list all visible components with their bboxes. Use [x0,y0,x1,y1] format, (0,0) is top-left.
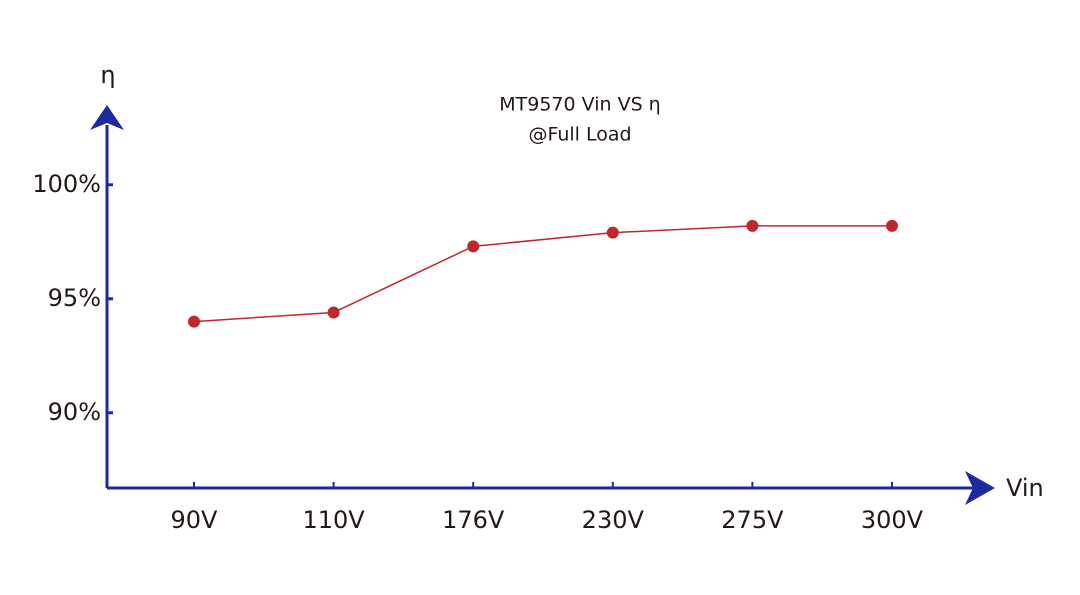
x-axis-label: Vin [1006,474,1044,502]
point [327,306,340,319]
y-tick-label: 95% [48,284,101,312]
chart-subtitle: @Full Load [528,124,631,146]
y-axis-arrow [90,105,124,130]
point [606,226,619,239]
point [188,315,200,328]
x-tick-label: 230V [582,506,645,534]
x-tick-label: 110V [302,506,365,534]
x-tick-label: 300V [861,506,924,534]
point [746,219,759,232]
line [193,225,892,323]
x-tick-label: 176V [442,506,505,534]
y-tick-label: 90% [48,398,101,426]
point [886,219,898,232]
x-axis-arrow [965,471,995,505]
y-axis-label: η [100,61,115,89]
point [467,240,480,253]
x-tick-label: 275V [721,506,784,534]
y-tick-label: 100% [32,170,101,198]
chart-title: MT9570 Vin VS η [499,94,660,116]
x-tick-label: 90V [171,506,219,534]
